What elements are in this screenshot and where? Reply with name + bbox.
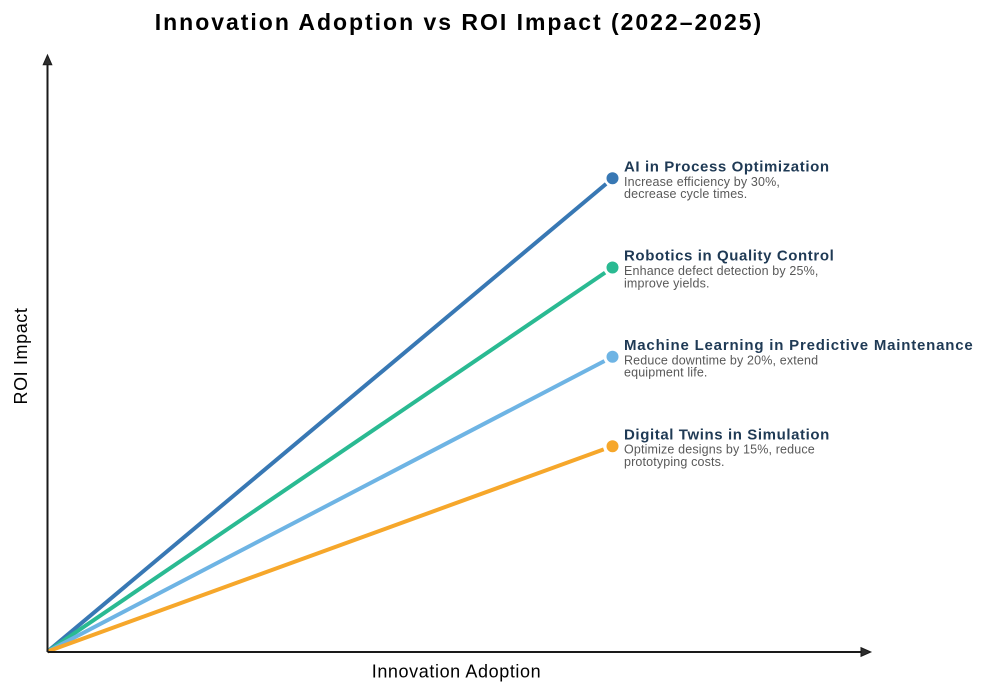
svg-text:Optimize designs by 15%, reduc: Optimize designs by 15%, reduce <box>624 443 815 457</box>
svg-text:equipment life.: equipment life. <box>624 366 708 380</box>
svg-text:Enhance defect detection by 25: Enhance defect detection by 25%, <box>624 264 819 278</box>
svg-text:decrease cycle times.: decrease cycle times. <box>624 187 747 201</box>
svg-text:Machine Learning in Predictive: Machine Learning in Predictive Maintenan… <box>624 337 974 354</box>
svg-text:ROI Impact: ROI Impact <box>11 307 31 404</box>
svg-text:improve yields.: improve yields. <box>624 276 710 290</box>
svg-text:Increase efficiency by 30%,: Increase efficiency by 30%, <box>624 175 780 189</box>
svg-text:Innovation Adoption vs ROI Imp: Innovation Adoption vs ROI Impact (2022–… <box>155 9 763 35</box>
svg-text:Digital Twins in Simulation: Digital Twins in Simulation <box>624 426 830 443</box>
svg-text:prototyping costs.: prototyping costs. <box>624 455 725 469</box>
svg-text:Innovation Adoption: Innovation Adoption <box>372 662 542 682</box>
svg-text:AI in Process Optimization: AI in Process Optimization <box>624 159 830 176</box>
svg-text:Reduce downtime by 20%, extend: Reduce downtime by 20%, extend <box>624 353 818 367</box>
svg-text:Robotics in Quality Control: Robotics in Quality Control <box>624 248 834 265</box>
